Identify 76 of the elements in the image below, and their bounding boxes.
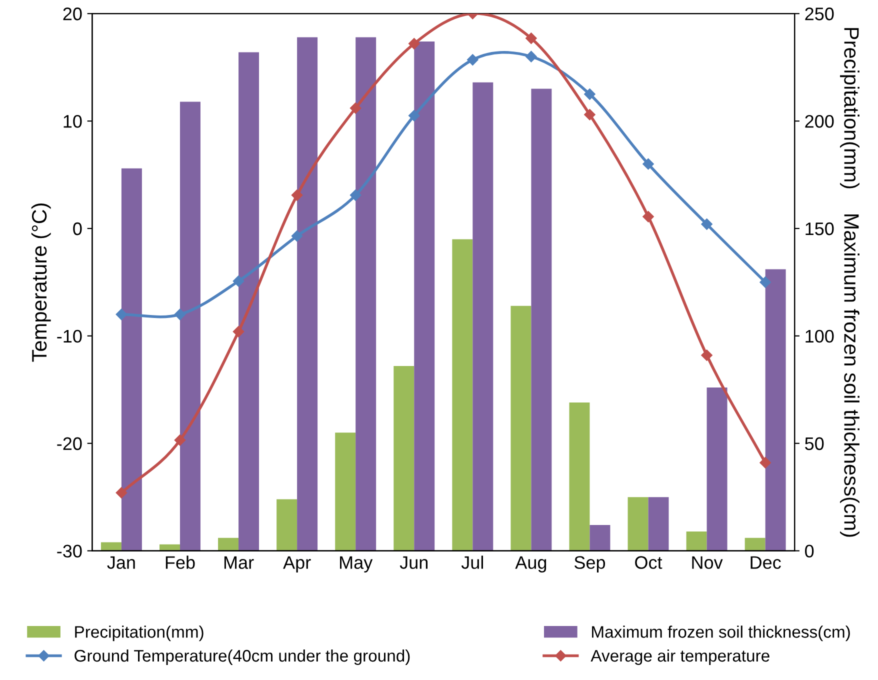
- y2-axis-title: Precipitation(mm) Maximum frozen soil thickness(cm): [840, 28, 860, 537]
- y-tick-label: 10: [64, 114, 82, 128]
- bar: [590, 525, 610, 551]
- point: [408, 38, 420, 50]
- point: [760, 276, 771, 288]
- x-tick-label: Jan: [107, 556, 135, 569]
- bar: [180, 102, 200, 551]
- bar: [628, 497, 648, 551]
- point: [467, 54, 478, 66]
- x-tick-label: Sep: [574, 556, 606, 572]
- bar: [335, 432, 356, 551]
- bar: [510, 306, 532, 551]
- y2-tick-label: 250: [805, 8, 834, 20]
- y-tick-label: 20: [63, 8, 82, 20]
- y2-tick-label: 100: [806, 330, 834, 343]
- bar: [744, 538, 766, 551]
- x-tick-label: Mar: [224, 556, 254, 569]
- bar: [765, 269, 786, 551]
- point: [526, 32, 537, 44]
- bar: [356, 37, 376, 551]
- x-tick-label: Apr: [283, 556, 311, 572]
- x-tick-label: May: [340, 556, 373, 572]
- legend-label: Average air temperature: [590, 649, 770, 665]
- bar: [706, 387, 728, 551]
- bar: [121, 168, 142, 551]
- y2-tick-label: 0: [805, 544, 814, 558]
- point: [701, 350, 712, 361]
- y-tick-label: 0: [73, 222, 82, 236]
- point: [350, 190, 362, 201]
- y-tick-label: -20: [57, 437, 82, 450]
- bar: [297, 37, 318, 551]
- y-tick-label: -30: [57, 544, 82, 558]
- bar: [100, 542, 122, 551]
- bar: [531, 88, 552, 551]
- point: [174, 434, 186, 446]
- bar: [238, 52, 260, 551]
- bar: [472, 82, 494, 551]
- point: [584, 88, 596, 100]
- bar: [276, 499, 298, 551]
- point: [174, 308, 186, 320]
- legend-label: Precipitation(mm): [75, 626, 204, 642]
- point: [291, 230, 303, 242]
- point: [584, 108, 596, 120]
- bar: [394, 366, 414, 551]
- x-tick-label: Aug: [515, 556, 546, 572]
- bar: [452, 239, 473, 551]
- bar: [648, 497, 669, 551]
- point: [116, 308, 128, 320]
- y2-tick-label: 50: [805, 437, 824, 450]
- x-tick-label: Jun: [400, 556, 428, 569]
- y2-tick-label: 150: [806, 222, 834, 236]
- point: [291, 190, 303, 201]
- legend-label: Maximum frozen soil thickness(cm): [592, 626, 850, 642]
- point: [760, 457, 771, 468]
- bar: [414, 42, 435, 551]
- legend-label: Ground Temperature(40cm under the ground): [74, 649, 410, 665]
- point: [642, 158, 654, 170]
- point: [116, 487, 128, 498]
- x-tick-label: Nov: [692, 556, 723, 569]
- point: [232, 326, 244, 338]
- x-tick-label: Oct: [635, 556, 662, 569]
- x-tick-label: Feb: [166, 556, 195, 569]
- y-axis-title: Temperature (°C): [31, 203, 51, 362]
- x-tick-label: Dec: [750, 556, 781, 569]
- point: [642, 211, 654, 222]
- point: [701, 218, 712, 230]
- bar: [569, 402, 590, 551]
- bar: [686, 531, 707, 551]
- x-tick-label: Jul: [461, 556, 483, 569]
- point: [526, 50, 537, 62]
- y2-tick-label: 200: [805, 114, 834, 128]
- bar: [218, 538, 239, 551]
- y-tick-label: -10: [57, 330, 82, 343]
- point: [350, 102, 362, 114]
- point: [232, 276, 244, 287]
- point: [408, 110, 420, 122]
